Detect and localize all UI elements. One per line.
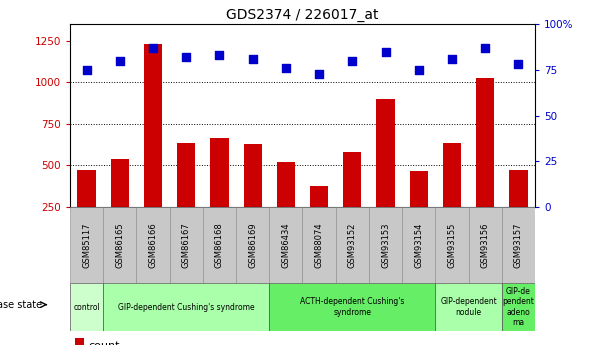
Bar bbox=[435, 207, 469, 283]
Bar bbox=[144, 44, 162, 248]
Text: GSM93153: GSM93153 bbox=[381, 222, 390, 268]
Text: GSM93155: GSM93155 bbox=[447, 222, 457, 268]
Bar bbox=[376, 99, 395, 248]
Bar bbox=[343, 152, 361, 248]
Bar bbox=[510, 170, 528, 248]
Bar bbox=[502, 283, 535, 331]
Point bbox=[347, 58, 357, 63]
Bar bbox=[103, 283, 269, 331]
Point bbox=[181, 54, 191, 60]
Text: count: count bbox=[89, 341, 120, 345]
Bar bbox=[269, 283, 435, 331]
Bar bbox=[210, 138, 229, 248]
Bar bbox=[336, 207, 369, 283]
Point bbox=[115, 58, 125, 63]
Bar bbox=[277, 162, 295, 248]
Point bbox=[281, 65, 291, 71]
Bar bbox=[443, 143, 461, 248]
Bar bbox=[469, 207, 502, 283]
Bar bbox=[70, 207, 103, 283]
Text: GSM93152: GSM93152 bbox=[348, 222, 357, 268]
Text: GSM86166: GSM86166 bbox=[148, 222, 157, 268]
Text: GIP-dependent
nodule: GIP-dependent nodule bbox=[440, 297, 497, 317]
Text: GSM86169: GSM86169 bbox=[248, 222, 257, 268]
Bar bbox=[269, 207, 302, 283]
Bar bbox=[302, 207, 336, 283]
Text: GSM86165: GSM86165 bbox=[116, 222, 124, 268]
Point bbox=[81, 67, 91, 72]
Title: GDS2374 / 226017_at: GDS2374 / 226017_at bbox=[226, 8, 379, 22]
Point bbox=[414, 67, 424, 72]
Bar bbox=[476, 78, 494, 248]
Text: GIP-de
pendent
adeno
ma: GIP-de pendent adeno ma bbox=[502, 287, 534, 327]
Bar bbox=[236, 207, 269, 283]
Point bbox=[215, 52, 224, 58]
Point bbox=[314, 71, 324, 76]
Bar bbox=[111, 159, 129, 248]
Text: control: control bbox=[73, 303, 100, 312]
Bar bbox=[136, 207, 170, 283]
Text: GSM86168: GSM86168 bbox=[215, 222, 224, 268]
Bar bbox=[75, 338, 84, 345]
Text: ACTH-dependent Cushing's
syndrome: ACTH-dependent Cushing's syndrome bbox=[300, 297, 404, 317]
Text: GSM85117: GSM85117 bbox=[82, 222, 91, 268]
Point bbox=[248, 56, 258, 62]
Point bbox=[447, 56, 457, 62]
Text: GSM86167: GSM86167 bbox=[182, 222, 191, 268]
Bar bbox=[70, 283, 103, 331]
Bar bbox=[410, 171, 428, 248]
Bar bbox=[203, 207, 236, 283]
Bar bbox=[402, 207, 435, 283]
Bar bbox=[310, 186, 328, 248]
Bar bbox=[170, 207, 203, 283]
Point bbox=[514, 62, 523, 67]
Bar bbox=[502, 207, 535, 283]
Bar bbox=[435, 283, 502, 331]
Bar bbox=[103, 207, 136, 283]
Text: GSM86434: GSM86434 bbox=[282, 222, 291, 268]
Text: GSM93154: GSM93154 bbox=[414, 222, 423, 268]
Text: disease state: disease state bbox=[0, 300, 42, 309]
Bar bbox=[244, 144, 262, 248]
Point bbox=[148, 45, 158, 51]
Point bbox=[381, 49, 390, 54]
Bar bbox=[177, 143, 195, 248]
Text: GSM93156: GSM93156 bbox=[481, 222, 489, 268]
Text: GIP-dependent Cushing's syndrome: GIP-dependent Cushing's syndrome bbox=[118, 303, 255, 312]
Text: GSM88074: GSM88074 bbox=[314, 222, 323, 268]
Text: GSM93157: GSM93157 bbox=[514, 222, 523, 268]
Bar bbox=[369, 207, 402, 283]
Point bbox=[480, 45, 490, 51]
Bar bbox=[77, 170, 95, 248]
